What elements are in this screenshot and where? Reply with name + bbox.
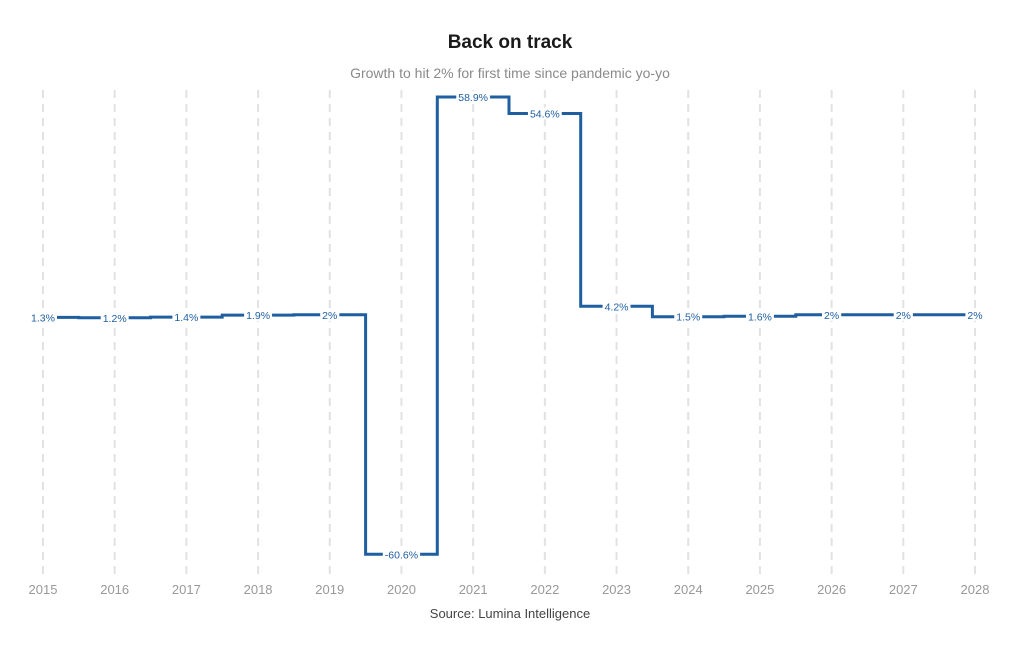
x-tick-label: 2026: [817, 582, 846, 597]
data-label-background: [674, 310, 703, 323]
data-label: 2%: [322, 310, 337, 322]
chart-title: Back on track: [447, 32, 573, 53]
x-tick-label: 2020: [387, 582, 416, 597]
data-label-background: [965, 308, 985, 321]
series-step-line: [43, 95, 975, 556]
data-label: 1.3%: [31, 312, 55, 324]
chart-subtitle: Growth to hit 2% for first time since pa…: [350, 65, 670, 81]
x-tick-label: 2018: [244, 582, 273, 597]
x-tick-label: 2022: [530, 582, 559, 597]
data-label-background: [822, 308, 842, 321]
x-tick-label: 2027: [889, 582, 918, 597]
data-label: 1.2%: [103, 313, 127, 325]
data-label-background: [320, 308, 340, 321]
data-label: 2%: [824, 310, 839, 322]
x-tick-label: 2021: [459, 582, 488, 597]
x-tick-label: 2017: [172, 582, 201, 597]
x-tick-label: 2025: [745, 582, 774, 597]
chart-source: Source: Lumina Intelligence: [429, 606, 591, 621]
x-tick-label: 2019: [315, 582, 344, 597]
data-label: 54.6%: [530, 108, 560, 120]
data-label: 4.2%: [605, 301, 629, 313]
data-label: 1.6%: [748, 311, 772, 323]
data-label-background: [29, 311, 57, 324]
x-tick-label: 2028: [961, 582, 990, 597]
data-label: 1.5%: [676, 312, 700, 324]
data-label-background: [527, 107, 562, 120]
data-label-background: [382, 548, 421, 561]
data-label-background: [893, 308, 913, 321]
data-label-background: [456, 91, 491, 103]
data-label: 58.9%: [458, 92, 488, 104]
data-label-background: [745, 310, 774, 323]
data-label-background: [602, 300, 631, 313]
x-tick-label: 2024: [674, 582, 703, 597]
data-label: 1.9%: [246, 310, 270, 322]
x-tick-label: 2023: [602, 582, 631, 597]
data-label: -60.6%: [385, 549, 418, 561]
data-label: 2%: [896, 310, 911, 322]
data-label: 2%: [967, 310, 982, 322]
data-label-background: [244, 309, 273, 322]
x-tick-label: 2016: [100, 582, 129, 597]
data-label-background: [100, 311, 129, 324]
data-label-background: [172, 311, 201, 324]
x-tick-label: 2015: [29, 582, 58, 597]
data-label: 1.4%: [174, 312, 198, 324]
